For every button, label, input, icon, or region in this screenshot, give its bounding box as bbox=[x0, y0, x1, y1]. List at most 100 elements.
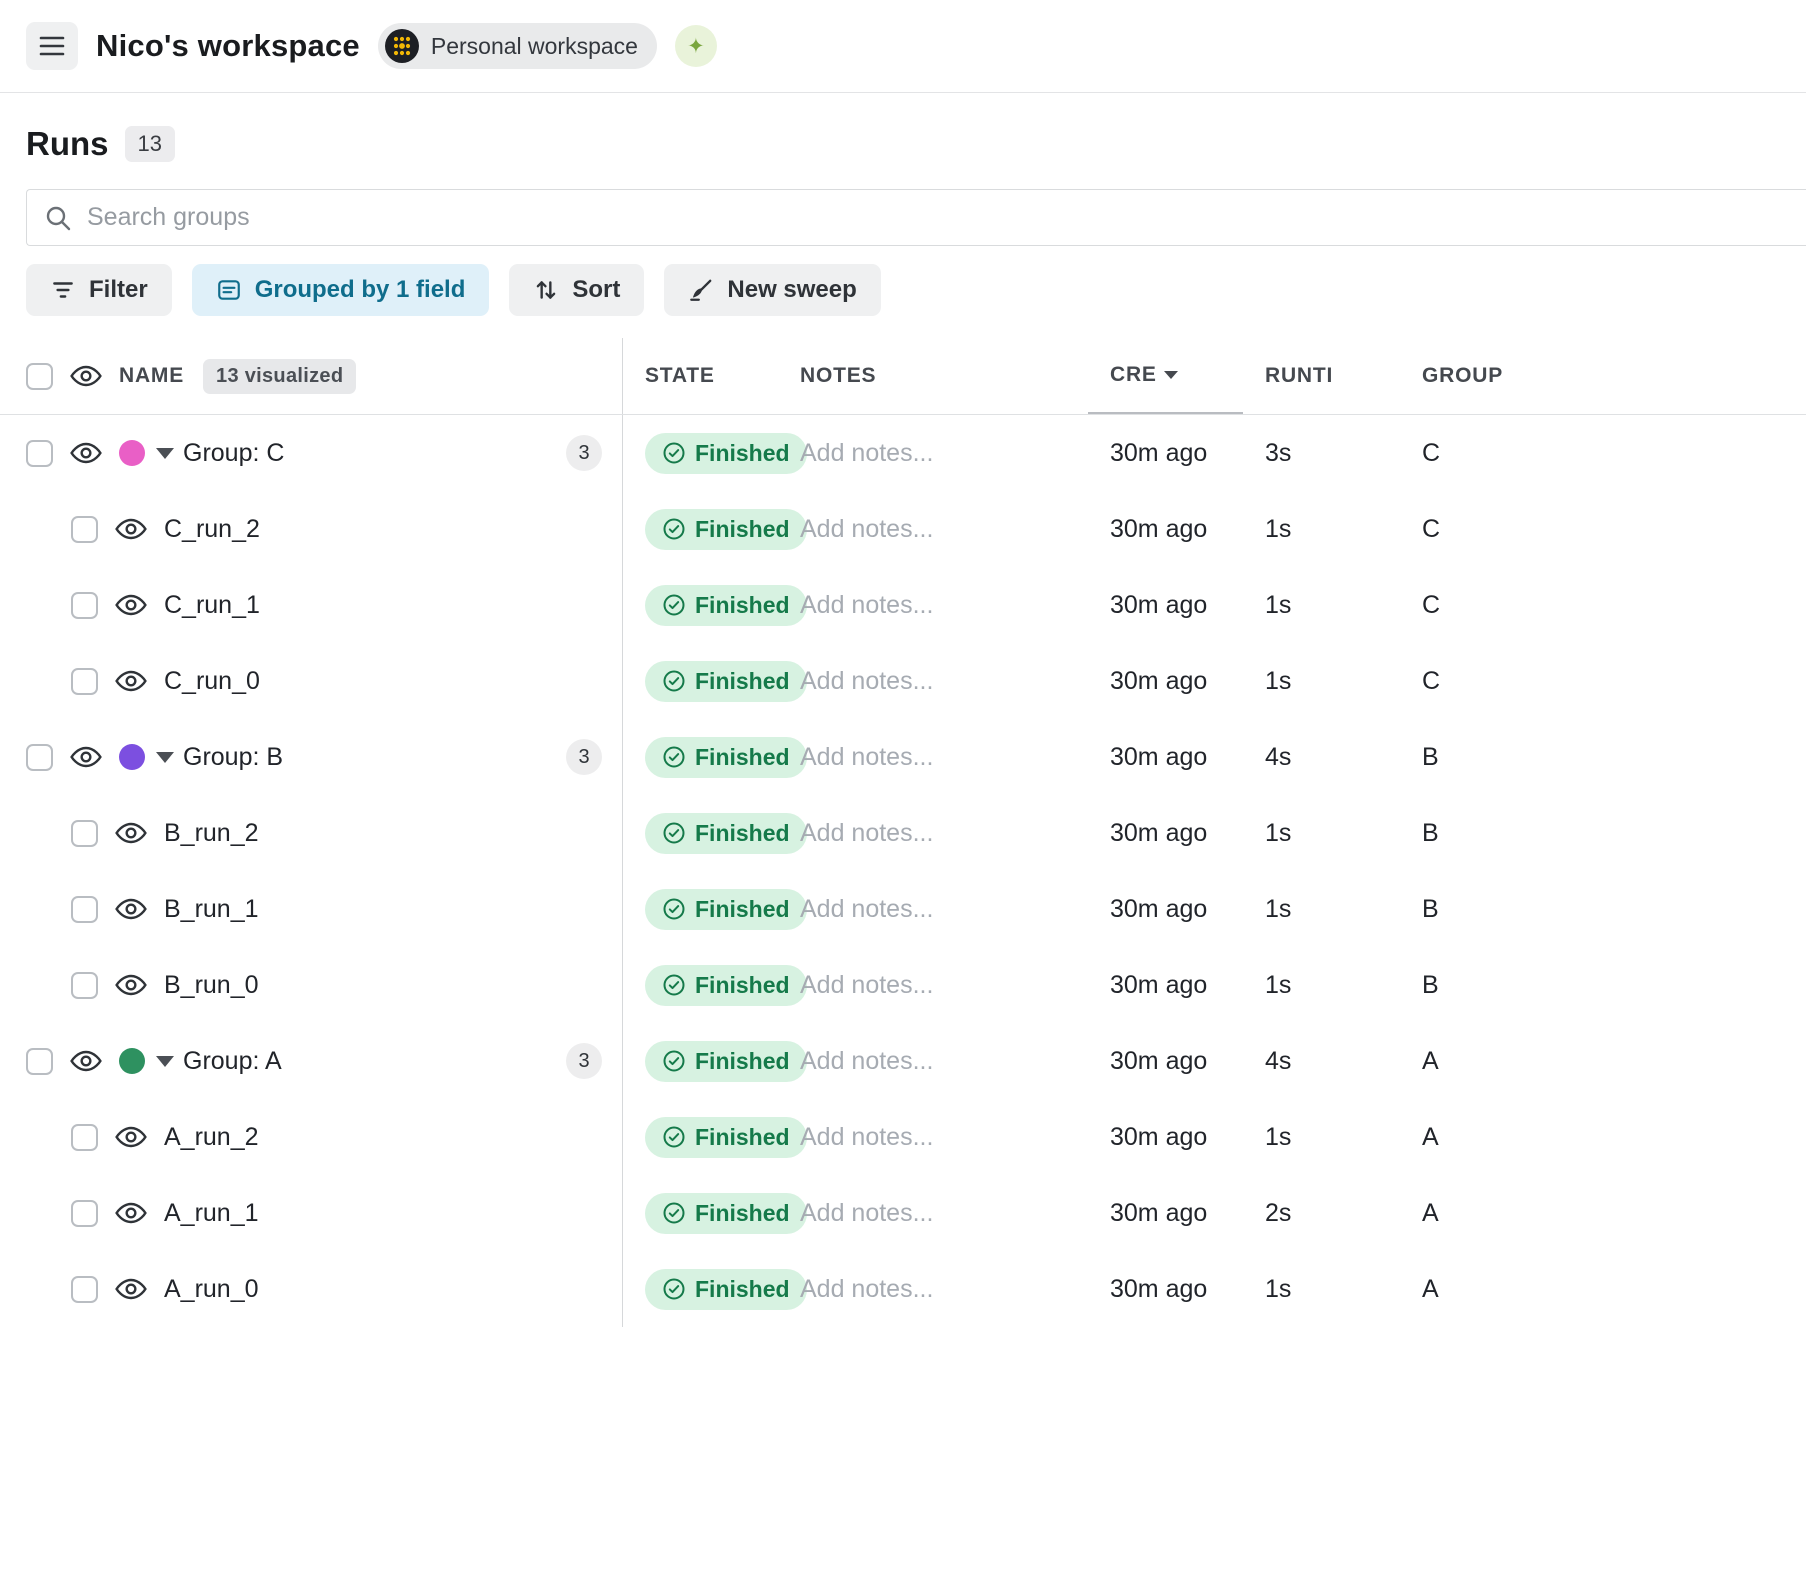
notes-field[interactable]: Add notes... bbox=[800, 894, 934, 923]
runtime-value: 1s bbox=[1265, 1122, 1292, 1151]
check-circle-icon bbox=[662, 973, 686, 997]
notes-field[interactable]: Add notes... bbox=[800, 1122, 934, 1151]
run-name[interactable]: B_run_2 bbox=[164, 818, 259, 847]
column-runtime[interactable]: RUNTI bbox=[1265, 364, 1334, 387]
notes-field[interactable]: Add notes... bbox=[800, 1046, 934, 1075]
run-name[interactable]: Group: C bbox=[183, 438, 285, 467]
visibility-toggle-icon[interactable] bbox=[115, 897, 147, 921]
check-circle-icon bbox=[662, 745, 686, 769]
sparkle-button[interactable]: ✦ bbox=[674, 25, 717, 67]
table-row: C_run_2 Finished Add notes... 30m ago 1s… bbox=[0, 491, 1806, 567]
state-label: Finished bbox=[695, 515, 790, 542]
row-checkbox[interactable] bbox=[71, 1199, 98, 1227]
grouped-by-label: Grouped by 1 field bbox=[254, 276, 466, 303]
visibility-toggle-icon[interactable] bbox=[115, 1277, 147, 1301]
state-badge: Finished bbox=[645, 964, 807, 1006]
group-value: B bbox=[1422, 894, 1439, 923]
table-row: A_run_0 Finished Add notes... 30m ago 1s… bbox=[0, 1251, 1806, 1327]
visibility-all-icon[interactable] bbox=[70, 364, 102, 388]
sort-button[interactable]: Sort bbox=[509, 264, 645, 316]
state-label: Finished bbox=[695, 1275, 790, 1302]
runs-table: NAME 13 visualized STATE NOTES CRE RUNTI… bbox=[0, 338, 1806, 1327]
row-checkbox[interactable] bbox=[71, 895, 98, 923]
notes-field[interactable]: Add notes... bbox=[800, 590, 934, 619]
runtime-value: 4s bbox=[1265, 742, 1292, 771]
table-row: A_run_2 Finished Add notes... 30m ago 1s… bbox=[0, 1099, 1806, 1175]
runtime-value: 1s bbox=[1265, 514, 1292, 543]
run-name[interactable]: B_run_0 bbox=[164, 970, 259, 999]
state-label: Finished bbox=[695, 439, 790, 466]
notes-field[interactable]: Add notes... bbox=[800, 742, 934, 771]
row-checkbox[interactable] bbox=[71, 971, 98, 999]
search-input[interactable] bbox=[85, 202, 1806, 233]
visibility-toggle-icon[interactable] bbox=[115, 1201, 147, 1225]
notes-field[interactable]: Add notes... bbox=[800, 970, 934, 999]
column-notes[interactable]: NOTES bbox=[800, 364, 877, 387]
created-value: 30m ago bbox=[1110, 590, 1208, 619]
row-checkbox[interactable] bbox=[26, 439, 53, 467]
sparkle-icon: ✦ bbox=[687, 34, 705, 58]
runtime-value: 1s bbox=[1265, 1274, 1292, 1303]
created-value: 30m ago bbox=[1110, 1046, 1208, 1075]
check-circle-icon bbox=[662, 821, 686, 845]
visibility-toggle-icon[interactable] bbox=[70, 745, 102, 769]
run-name[interactable]: C_run_0 bbox=[164, 666, 260, 695]
column-created[interactable]: CRE bbox=[1088, 338, 1243, 414]
visibility-toggle-icon[interactable] bbox=[115, 821, 147, 845]
run-name[interactable]: Group: B bbox=[183, 742, 284, 771]
runtime-value: 1s bbox=[1265, 894, 1292, 923]
runtime-value: 1s bbox=[1265, 818, 1292, 847]
created-value: 30m ago bbox=[1110, 666, 1208, 695]
group-value: A bbox=[1422, 1046, 1439, 1075]
grouped-by-button[interactable]: Grouped by 1 field bbox=[191, 264, 490, 316]
run-name[interactable]: C_run_2 bbox=[164, 514, 260, 543]
filter-button[interactable]: Filter bbox=[26, 264, 172, 316]
column-name[interactable]: NAME bbox=[119, 364, 185, 387]
table-row: B_run_0 Finished Add notes... 30m ago 1s… bbox=[0, 947, 1806, 1023]
collapse-caret-icon[interactable] bbox=[156, 1055, 174, 1067]
notes-field[interactable]: Add notes... bbox=[800, 1198, 934, 1227]
run-name[interactable]: A_run_2 bbox=[164, 1122, 259, 1151]
visibility-toggle-icon[interactable] bbox=[115, 517, 147, 541]
menu-button[interactable] bbox=[26, 22, 78, 70]
state-label: Finished bbox=[695, 819, 790, 846]
new-sweep-button[interactable]: New sweep bbox=[664, 264, 881, 316]
visibility-toggle-icon[interactable] bbox=[115, 1125, 147, 1149]
column-state[interactable]: STATE bbox=[645, 364, 715, 387]
workspace-type-badge[interactable]: Personal workspace bbox=[377, 23, 657, 69]
visibility-toggle-icon[interactable] bbox=[115, 593, 147, 617]
run-name[interactable]: C_run_1 bbox=[164, 590, 260, 619]
run-name[interactable]: Group: A bbox=[183, 1046, 282, 1075]
notes-field[interactable]: Add notes... bbox=[800, 514, 934, 543]
check-circle-icon bbox=[662, 897, 686, 921]
visibility-toggle-icon[interactable] bbox=[115, 669, 147, 693]
visibility-toggle-icon[interactable] bbox=[70, 441, 102, 465]
collapse-caret-icon[interactable] bbox=[156, 751, 174, 763]
row-checkbox[interactable] bbox=[71, 819, 98, 847]
collapse-caret-icon[interactable] bbox=[156, 447, 174, 459]
row-checkbox[interactable] bbox=[71, 515, 98, 543]
row-checkbox[interactable] bbox=[71, 667, 98, 695]
run-name[interactable]: B_run_1 bbox=[164, 894, 259, 923]
check-circle-icon bbox=[662, 593, 686, 617]
visibility-toggle-icon[interactable] bbox=[70, 1049, 102, 1073]
table-row: C_run_0 Finished Add notes... 30m ago 1s… bbox=[0, 643, 1806, 719]
workspace-title: Nico's workspace bbox=[96, 28, 360, 63]
row-checkbox[interactable] bbox=[71, 591, 98, 619]
select-all-checkbox[interactable] bbox=[26, 362, 53, 390]
row-checkbox[interactable] bbox=[71, 1123, 98, 1151]
row-checkbox[interactable] bbox=[71, 1275, 98, 1303]
group-color-dot bbox=[119, 1048, 145, 1074]
group-count-badge: 3 bbox=[566, 739, 602, 775]
column-group[interactable]: GROUP bbox=[1422, 364, 1504, 387]
row-checkbox[interactable] bbox=[26, 743, 53, 771]
notes-field[interactable]: Add notes... bbox=[800, 438, 934, 467]
run-name[interactable]: A_run_0 bbox=[164, 1274, 259, 1303]
visibility-toggle-icon[interactable] bbox=[115, 973, 147, 997]
run-name[interactable]: A_run_1 bbox=[164, 1198, 259, 1227]
runtime-value: 1s bbox=[1265, 590, 1292, 619]
notes-field[interactable]: Add notes... bbox=[800, 666, 934, 695]
notes-field[interactable]: Add notes... bbox=[800, 1274, 934, 1303]
notes-field[interactable]: Add notes... bbox=[800, 818, 934, 847]
row-checkbox[interactable] bbox=[26, 1047, 53, 1075]
